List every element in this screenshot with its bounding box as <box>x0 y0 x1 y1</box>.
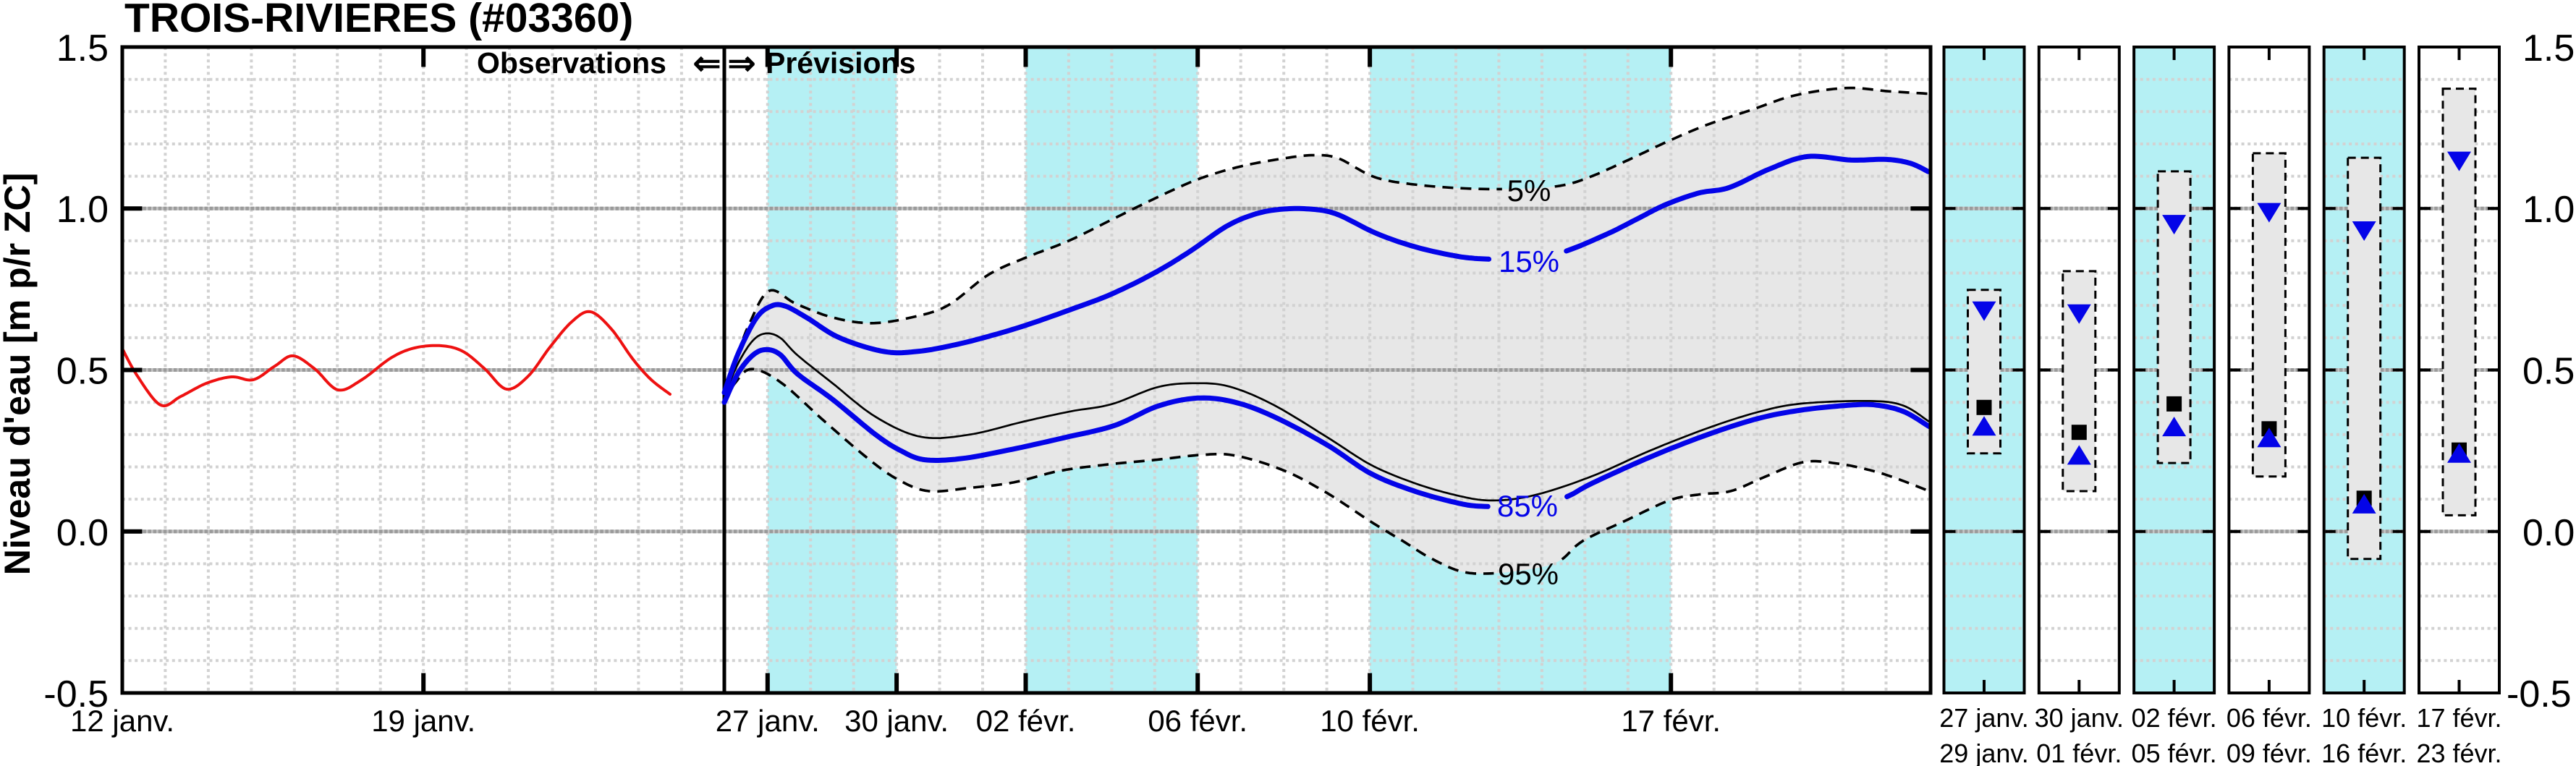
svg-text:23 févr.: 23 févr. <box>2416 739 2501 766</box>
svg-text:0.5: 0.5 <box>56 351 109 393</box>
svg-text:10 févr.: 10 févr. <box>1320 704 1420 738</box>
svg-text:0.0: 0.0 <box>2522 512 2575 554</box>
svg-text:06 févr.: 06 févr. <box>1148 704 1247 738</box>
svg-text:85%: 85% <box>1497 489 1558 523</box>
svg-text:95%: 95% <box>1498 557 1559 591</box>
svg-text:Observations: Observations <box>477 46 666 80</box>
svg-text:Niveau d'eau [m p/r ZC]: Niveau d'eau [m p/r ZC] <box>0 173 38 575</box>
svg-text:-0.5: -0.5 <box>43 673 109 715</box>
svg-text:06 févr.: 06 févr. <box>2227 703 2312 733</box>
svg-text:19 janv.: 19 janv. <box>371 704 475 738</box>
svg-text:02 févr.: 02 févr. <box>2132 703 2217 733</box>
svg-text:16 févr.: 16 févr. <box>2321 739 2407 766</box>
svg-text:30 janv.: 30 janv. <box>2035 703 2124 733</box>
svg-text:1.0: 1.0 <box>2522 189 2575 231</box>
svg-text:Prévisions: Prévisions <box>766 46 915 80</box>
svg-text:27 janv.: 27 janv. <box>1939 703 2028 733</box>
svg-text:10 févr.: 10 févr. <box>2321 703 2407 733</box>
svg-text:1.0: 1.0 <box>56 189 109 231</box>
svg-text:01 févr.: 01 févr. <box>2036 739 2122 766</box>
svg-text:1.5: 1.5 <box>56 27 109 69</box>
svg-text:27 janv.: 27 janv. <box>716 704 820 738</box>
svg-text:-0.5: -0.5 <box>2507 673 2572 715</box>
svg-text:05 févr.: 05 févr. <box>2132 739 2217 766</box>
svg-text:15%: 15% <box>1499 244 1559 278</box>
svg-text:⇒: ⇒ <box>728 44 756 82</box>
svg-text:12 janv.: 12 janv. <box>70 704 174 738</box>
svg-text:0.5: 0.5 <box>2522 351 2575 393</box>
svg-text:09 févr.: 09 févr. <box>2227 739 2312 766</box>
svg-text:TROIS-RIVIERES (#03360): TROIS-RIVIERES (#03360) <box>124 0 633 41</box>
svg-text:30 janv.: 30 janv. <box>844 704 949 738</box>
svg-text:0.0: 0.0 <box>56 512 109 554</box>
svg-text:5%: 5% <box>1507 174 1551 208</box>
svg-text:⇐: ⇐ <box>693 44 721 82</box>
svg-text:29 janv.: 29 janv. <box>1939 739 2028 766</box>
svg-text:17 févr.: 17 févr. <box>2416 703 2501 733</box>
svg-text:1.5: 1.5 <box>2522 27 2575 69</box>
svg-text:17 févr.: 17 févr. <box>1621 704 1721 738</box>
svg-text:02 févr.: 02 févr. <box>976 704 1076 738</box>
